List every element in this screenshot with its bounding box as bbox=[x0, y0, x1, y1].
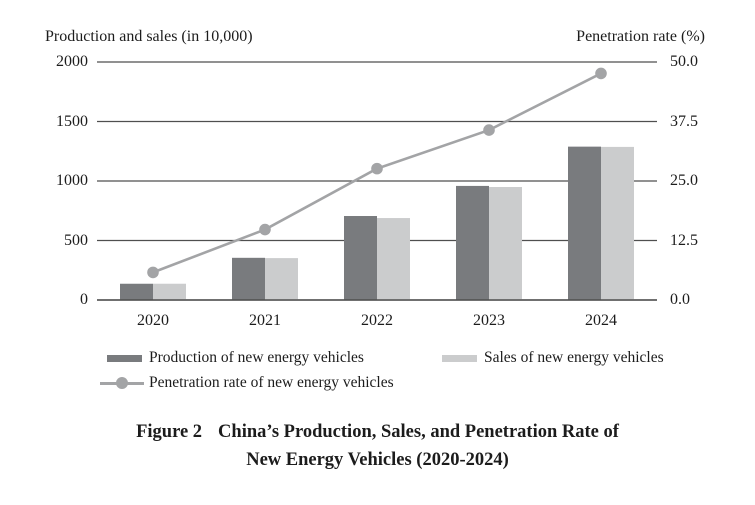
bar-production-2023 bbox=[456, 185, 489, 300]
caption-line-1: Figure 2 China’s Production, Sales, and P… bbox=[0, 418, 755, 446]
left-tick-500: 500 bbox=[64, 231, 88, 249]
right-tick-50.0: 50.0 bbox=[670, 53, 698, 70]
sales-bar-swatch bbox=[442, 354, 477, 362]
left-tick-2000: 2000 bbox=[56, 53, 88, 70]
penetration-line-swatch bbox=[100, 377, 144, 389]
legend-item-production: Production of new energy vehicles bbox=[107, 349, 364, 367]
right-tick-0.0: 0.0 bbox=[670, 291, 690, 308]
right-axis-title: Penetration rate (%) bbox=[576, 28, 705, 45]
bar-sales-2024 bbox=[601, 146, 634, 300]
penetration-marker-2023 bbox=[483, 124, 495, 136]
bar-production-2020 bbox=[120, 283, 153, 300]
x-label-2021: 2021 bbox=[249, 312, 281, 329]
penetration-marker-2020 bbox=[147, 266, 159, 279]
figure-caption: Figure 2 China’s Production, Sales, and P… bbox=[0, 418, 755, 474]
left-axis-title: Production and sales (in 10,000) bbox=[45, 28, 253, 45]
legend-item-sales: Sales of new energy vehicles bbox=[442, 349, 664, 367]
bar-sales-2021 bbox=[265, 258, 298, 300]
bar-production-2021 bbox=[232, 257, 265, 300]
bar-production-2024 bbox=[568, 146, 601, 300]
bar-sales-2022 bbox=[377, 218, 410, 300]
x-label-2020: 2020 bbox=[137, 312, 169, 329]
legend-label-penetration: Penetration rate of new energy vehicles bbox=[149, 374, 394, 391]
bar-production-2022 bbox=[344, 216, 377, 300]
x-label-2024: 2024 bbox=[585, 312, 617, 329]
penetration-marker-2024 bbox=[595, 67, 607, 80]
right-tick-37.5: 37.5 bbox=[670, 112, 698, 130]
legend-item-penetration: Penetration rate of new energy vehicles bbox=[100, 374, 394, 392]
right-tick-12.5: 12.5 bbox=[670, 231, 698, 249]
left-tick-1500: 1500 bbox=[56, 112, 88, 130]
x-label-2022: 2022 bbox=[361, 312, 393, 329]
legend-label-sales: Sales of new energy vehicles bbox=[484, 349, 664, 366]
caption-figure-label: Figure 2 bbox=[136, 422, 203, 442]
bar-sales-2020 bbox=[153, 283, 186, 300]
right-tick-25.0: 25.0 bbox=[670, 172, 698, 189]
bar-sales-2023 bbox=[489, 187, 522, 300]
x-label-2023: 2023 bbox=[473, 312, 505, 329]
line-swatch-marker bbox=[116, 377, 128, 389]
left-tick-0: 0 bbox=[80, 291, 88, 308]
left-tick-1000: 1000 bbox=[56, 172, 88, 189]
caption-title-part1: China’s Production, Sales, and Penetrati… bbox=[218, 422, 619, 442]
penetration-marker-2022 bbox=[371, 162, 383, 175]
legend-label-production: Production of new energy vehicles bbox=[149, 349, 364, 366]
production-bar-swatch bbox=[107, 354, 142, 362]
caption-line-2: New Energy Vehicles (2020-2024) bbox=[246, 450, 509, 470]
penetration-marker-2021 bbox=[259, 223, 271, 236]
